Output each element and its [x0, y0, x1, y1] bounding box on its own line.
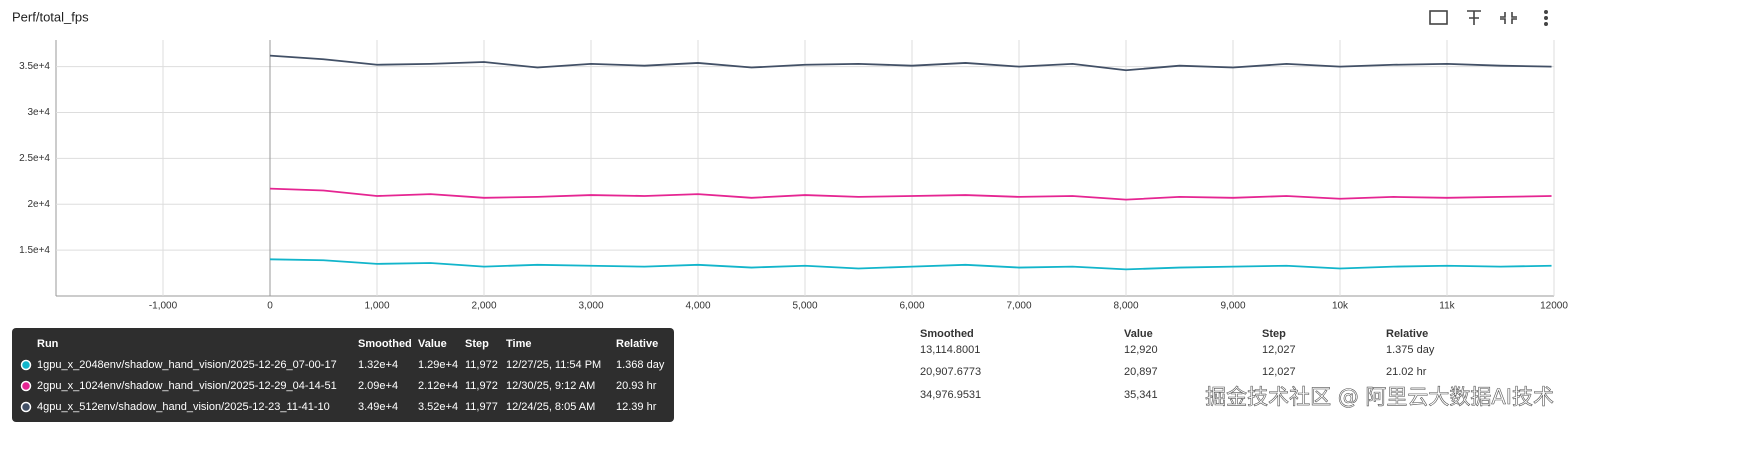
- tooltip-cell: 1gpu_x_2048env/shadow_hand_vision/2025-1…: [37, 359, 337, 371]
- tooltip: Run Smoothed Value Step Time Relative 1gpu_x_2…: [12, 328, 674, 422]
- tooltip-cell: 12/24/25, 8:05 AM: [506, 401, 595, 413]
- fit-icon[interactable]: [1429, 10, 1448, 25]
- x-tick-label: -1,000: [149, 301, 178, 312]
- tooltip-cell: 11,972: [465, 380, 498, 392]
- table-header: Step: [1262, 328, 1286, 340]
- table-cell: 35,341: [1124, 389, 1158, 401]
- x-tick-label: 5,000: [792, 301, 817, 312]
- run-dot: [20, 359, 32, 371]
- tooltip-header: Smoothed: [358, 338, 412, 350]
- tooltip-cell: 11,972: [465, 359, 498, 371]
- table-header: Relative: [1386, 328, 1428, 340]
- y-tick-label: 2.5e+4: [19, 153, 50, 164]
- pin-icon[interactable]: [1467, 10, 1481, 25]
- table-cell: 20,907.6773: [920, 366, 981, 378]
- tooltip-cell: 20.93 hr: [616, 380, 657, 392]
- menu-icon[interactable]: [1544, 10, 1549, 15]
- x-tick-label: 11k: [1439, 301, 1455, 312]
- table-cell: 12,920: [1124, 344, 1158, 356]
- grid: 1.5e+4 2e+4 2.5e+4 3e+4 3.5e+4 -1,000 0 1,000 2,…: [19, 40, 1568, 312]
- tooltip-cell: 11,977: [465, 401, 498, 413]
- tooltip-cell: 2.12e+4: [418, 380, 458, 392]
- chart-title: Perf/total_fps: [12, 9, 89, 24]
- series-line: [269, 187, 1552, 201]
- table-cell: 21.02 hr: [1386, 366, 1427, 378]
- y-tick-label: 1.5e+4: [19, 245, 50, 256]
- tooltip-cell: 12/27/25, 11:54 PM: [506, 359, 601, 371]
- data-table: Smoothed Value Step Relative 13,114.8001 12,9…: [920, 328, 1435, 401]
- table-cell: 13,114.8001: [920, 344, 980, 356]
- x-tick-label: 2,000: [471, 301, 496, 312]
- x-tick-label: 3,000: [578, 301, 603, 312]
- watermark: 掘金技术社区 @ 阿里云大数据AI技术: [1205, 385, 1554, 409]
- x-tick-label: 0: [267, 301, 273, 312]
- tooltip-header: Run: [37, 338, 59, 350]
- run-dot: [20, 380, 32, 392]
- lines: [269, 54, 1552, 271]
- tooltip-cell: 2.09e+4: [358, 380, 398, 392]
- y-tick-label: 3.5e+4: [19, 61, 50, 72]
- tooltip-cell: 12/30/25, 9:12 AM: [506, 380, 595, 392]
- series-line: [269, 258, 1552, 271]
- tooltip-cell: 12.39 hr: [616, 401, 657, 413]
- tooltip-cell: 3.49e+4: [358, 401, 398, 413]
- toolbar: [1429, 10, 1549, 26]
- x-tick-label: 8,000: [1113, 301, 1138, 312]
- collapse-icon[interactable]: [1500, 12, 1517, 24]
- tooltip-cell: 1.29e+4: [418, 359, 458, 371]
- table-cell: 20,897: [1124, 366, 1158, 378]
- table-cell: 12,027: [1262, 344, 1296, 356]
- run-dot: [20, 401, 32, 413]
- y-tick-label: 3e+4: [27, 107, 50, 118]
- table-header: Smoothed: [920, 328, 974, 340]
- tooltip-cell: 3.52e+4: [418, 401, 458, 413]
- series-line: [269, 54, 1552, 72]
- tooltip-cell: 1.32e+4: [358, 359, 398, 371]
- x-tick-label: 12000: [1540, 301, 1568, 312]
- tooltip-header: Step: [465, 338, 489, 350]
- x-tick-label: 10k: [1332, 301, 1349, 312]
- x-tick-label: 9,000: [1220, 301, 1245, 312]
- table-cell: 34,976.9531: [920, 389, 981, 401]
- x-tick-label: 1,000: [364, 301, 389, 312]
- x-tick-label: 4,000: [685, 301, 710, 312]
- table-header: Value: [1124, 328, 1153, 340]
- tooltip-cell: 1.368 day: [616, 359, 665, 371]
- y-tick-label: 2e+4: [27, 199, 50, 210]
- tooltip-header: Relative: [616, 338, 658, 350]
- x-tick-label: 7,000: [1006, 301, 1031, 312]
- tooltip-bg: [12, 328, 674, 422]
- table-cell: 12,027: [1262, 366, 1296, 378]
- tooltip-header: Time: [506, 338, 531, 350]
- tooltip-cell: 4gpu_x_512env/shadow_hand_vision/2025-12…: [37, 401, 330, 413]
- table-cell: 1.375 day: [1386, 344, 1435, 356]
- x-tick-label: 6,000: [899, 301, 924, 312]
- tooltip-cell: 2gpu_x_1024env/shadow_hand_vision/2025-1…: [37, 380, 337, 392]
- tooltip-header: Value: [418, 338, 447, 350]
